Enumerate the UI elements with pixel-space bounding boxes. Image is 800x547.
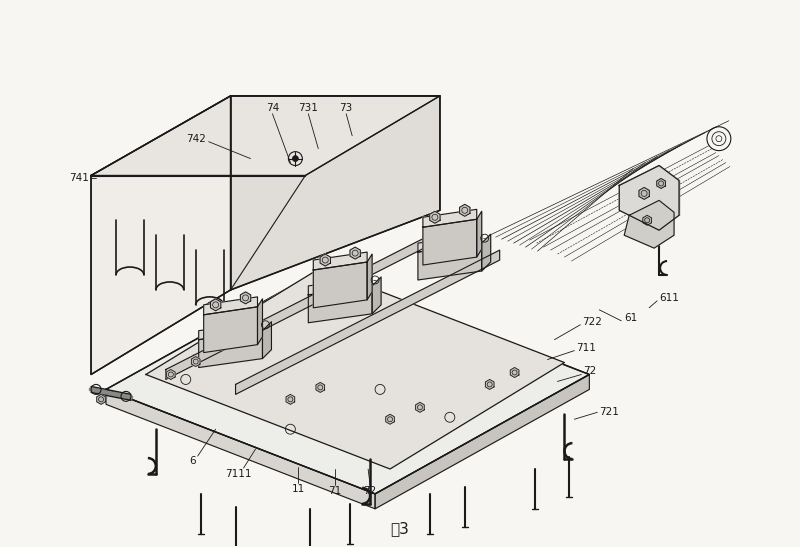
- Polygon shape: [286, 394, 294, 404]
- Polygon shape: [314, 252, 367, 270]
- Polygon shape: [91, 96, 440, 176]
- Polygon shape: [320, 254, 330, 266]
- Polygon shape: [375, 375, 590, 509]
- Text: 图3: 图3: [390, 521, 410, 536]
- Text: 711: 711: [576, 342, 596, 353]
- Text: 721: 721: [599, 408, 619, 417]
- Polygon shape: [418, 243, 482, 280]
- Polygon shape: [106, 270, 590, 494]
- Polygon shape: [308, 277, 372, 295]
- Polygon shape: [258, 299, 262, 345]
- Polygon shape: [624, 200, 674, 248]
- Polygon shape: [198, 322, 262, 340]
- Text: 61: 61: [624, 313, 638, 323]
- Polygon shape: [166, 370, 175, 380]
- Polygon shape: [657, 178, 666, 188]
- Polygon shape: [619, 166, 679, 230]
- Polygon shape: [91, 96, 230, 375]
- Polygon shape: [210, 299, 221, 311]
- Text: 722: 722: [582, 317, 602, 327]
- Text: 742: 742: [186, 133, 206, 144]
- Polygon shape: [416, 403, 424, 412]
- Polygon shape: [204, 307, 258, 353]
- Polygon shape: [477, 211, 482, 257]
- Polygon shape: [230, 96, 440, 290]
- Text: 11: 11: [292, 484, 305, 494]
- Text: 741: 741: [70, 173, 89, 183]
- Text: 731: 731: [298, 103, 318, 113]
- Text: 74: 74: [266, 103, 279, 113]
- Text: 611: 611: [659, 293, 679, 303]
- Text: 71: 71: [329, 486, 342, 496]
- Polygon shape: [372, 277, 381, 314]
- Polygon shape: [423, 210, 477, 227]
- Text: 72: 72: [583, 366, 597, 376]
- Polygon shape: [643, 216, 651, 225]
- Polygon shape: [430, 211, 440, 223]
- Polygon shape: [308, 286, 372, 323]
- Polygon shape: [314, 262, 367, 308]
- Text: 7111: 7111: [226, 469, 252, 479]
- Polygon shape: [423, 219, 477, 265]
- Polygon shape: [191, 357, 200, 366]
- Polygon shape: [166, 235, 430, 380]
- Polygon shape: [316, 382, 325, 392]
- Polygon shape: [510, 368, 519, 377]
- Polygon shape: [198, 331, 262, 368]
- Polygon shape: [418, 234, 482, 252]
- Polygon shape: [97, 394, 106, 404]
- Polygon shape: [639, 188, 650, 199]
- Text: 73: 73: [339, 103, 353, 113]
- Polygon shape: [262, 322, 271, 359]
- Text: 6: 6: [190, 456, 196, 466]
- Polygon shape: [240, 292, 250, 304]
- Text: 72: 72: [363, 486, 377, 496]
- Polygon shape: [106, 389, 375, 509]
- Polygon shape: [146, 268, 565, 469]
- Polygon shape: [486, 380, 494, 389]
- Polygon shape: [459, 205, 470, 216]
- Polygon shape: [386, 414, 394, 424]
- Polygon shape: [367, 254, 372, 300]
- Circle shape: [292, 155, 298, 161]
- Polygon shape: [350, 247, 360, 259]
- Polygon shape: [204, 297, 258, 315]
- Polygon shape: [235, 250, 500, 394]
- Polygon shape: [482, 234, 490, 271]
